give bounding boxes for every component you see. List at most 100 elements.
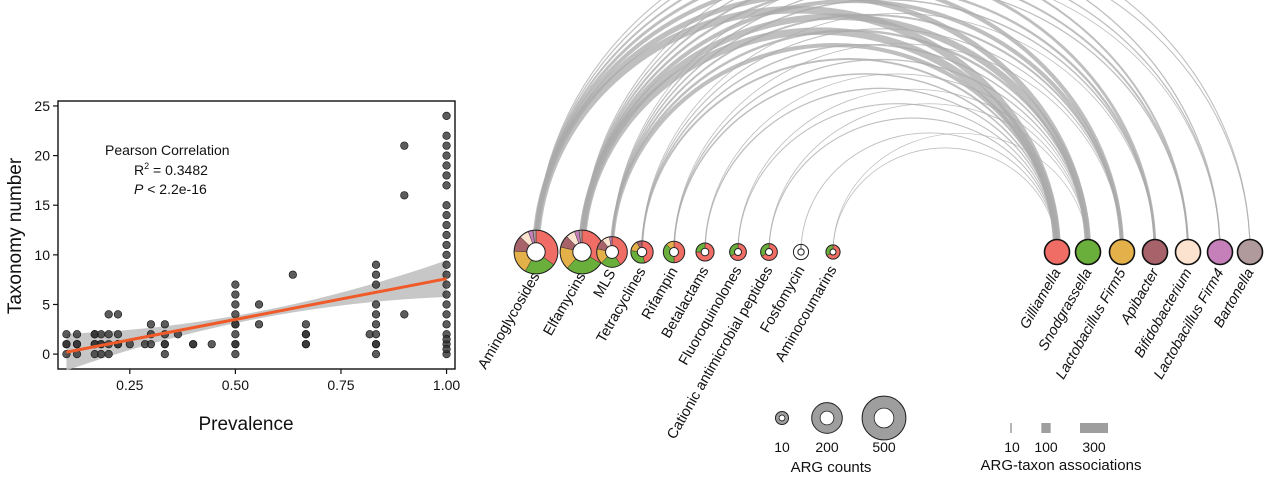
y-tick-label: 15 [34, 197, 50, 213]
data-point [104, 330, 113, 339]
data-point [231, 290, 240, 299]
assoc-legend-bar [1080, 423, 1108, 433]
data-point [160, 320, 169, 329]
trend-line-segment [66, 277, 447, 354]
donut-hole [572, 242, 592, 262]
x-axis-title: Prevalence [198, 414, 293, 435]
data-point [207, 340, 216, 349]
association-width-legend: 10 100 300 ARG-taxon associations [981, 423, 1142, 474]
association-arc [641, 13, 1156, 253]
data-point [189, 340, 198, 349]
data-point [96, 330, 106, 339]
annotation-p: P < 2.2e-16 [134, 181, 207, 197]
taxon-nodes [1043, 238, 1264, 266]
data-point [442, 310, 451, 319]
ar-class-label: Elfamycins [541, 270, 590, 339]
association-arc [581, 0, 1189, 253]
data-point [442, 240, 451, 250]
data-point [231, 340, 240, 349]
taxon-node [1074, 238, 1102, 266]
association-arc [737, 88, 1089, 253]
ar-class-node [792, 243, 810, 261]
data-point [371, 350, 381, 359]
ar-class-label: Aminoglycosides [475, 270, 543, 372]
data-point [231, 280, 240, 289]
donut-hole [733, 247, 743, 257]
data-point [400, 191, 409, 200]
data-point [371, 270, 381, 279]
y-tick-label: 25 [34, 98, 50, 114]
x-tick-label: 1.00 [433, 377, 460, 393]
ar-class-node [513, 229, 559, 275]
data-point [231, 300, 240, 309]
y-tick-label: 0 [42, 346, 50, 362]
data-point [371, 330, 381, 339]
donut-hole [700, 247, 710, 257]
counts-legend-label: 10 [774, 439, 790, 455]
association-arc [704, 73, 1089, 253]
data-point [62, 330, 71, 339]
plot-frame [57, 100, 456, 370]
data-point [442, 211, 451, 220]
association-arc [535, 0, 1189, 253]
data-point [442, 141, 451, 150]
y-tick-label: 5 [42, 296, 50, 312]
association-arc [611, 0, 1189, 253]
y-tick-label: 10 [34, 247, 50, 263]
association-arc [673, 43, 1123, 253]
donut-outline [792, 243, 810, 261]
x-tick-label: 0.50 [222, 377, 249, 393]
association-arc [673, 58, 1089, 253]
donut-hole [526, 242, 546, 262]
assoc-legend-title: ARG-taxon associations [981, 457, 1142, 474]
counts-legend-hole [778, 414, 786, 422]
donut-outline [729, 243, 747, 261]
data-point [254, 300, 264, 309]
data-point [371, 260, 381, 269]
donut-outline [630, 240, 654, 264]
data-point [442, 300, 451, 309]
annotation-r2: R2 = 0.3482 [134, 161, 208, 178]
data-point [442, 201, 451, 210]
y-axis: 0 5 10 15 20 25 [34, 98, 58, 362]
data-point [371, 280, 381, 289]
counts-legend-label: 500 [872, 439, 896, 455]
taxon-node [1108, 238, 1136, 266]
association-arc [535, 0, 1221, 253]
association-arc [832, 133, 1089, 253]
data-point [231, 310, 240, 319]
association-arc [535, 0, 1251, 253]
donut-hole [636, 246, 648, 258]
scatter-points [62, 111, 451, 359]
data-point [231, 330, 240, 339]
data-point [113, 330, 123, 339]
y-axis-title: Taxonomy number [5, 157, 26, 314]
data-point [400, 310, 409, 319]
data-point [160, 340, 169, 349]
taxon-node [1236, 238, 1264, 266]
donut-outline [760, 243, 778, 261]
data-point [301, 330, 311, 339]
ar-class-label: MLS [591, 267, 620, 301]
data-point [231, 320, 240, 329]
data-point [371, 320, 381, 329]
association-arc [581, 0, 1251, 253]
donut-outline [662, 240, 686, 264]
data-point [442, 151, 451, 160]
counts-legend-hole [873, 407, 895, 429]
counts-legend-title: ARG counts [791, 459, 872, 476]
ar-class-node [559, 229, 605, 275]
data-point [442, 320, 451, 329]
x-axis: 0.25 0.50 0.75 1.00 [116, 369, 460, 393]
data-point [442, 250, 451, 259]
data-point [371, 310, 381, 319]
data-point [442, 270, 451, 279]
donut-hole [829, 248, 837, 256]
donut-hole [669, 247, 679, 257]
association-arc [832, 147, 1058, 253]
association-arc [609, 43, 1060, 253]
x-tick-label: 0.75 [327, 377, 354, 393]
